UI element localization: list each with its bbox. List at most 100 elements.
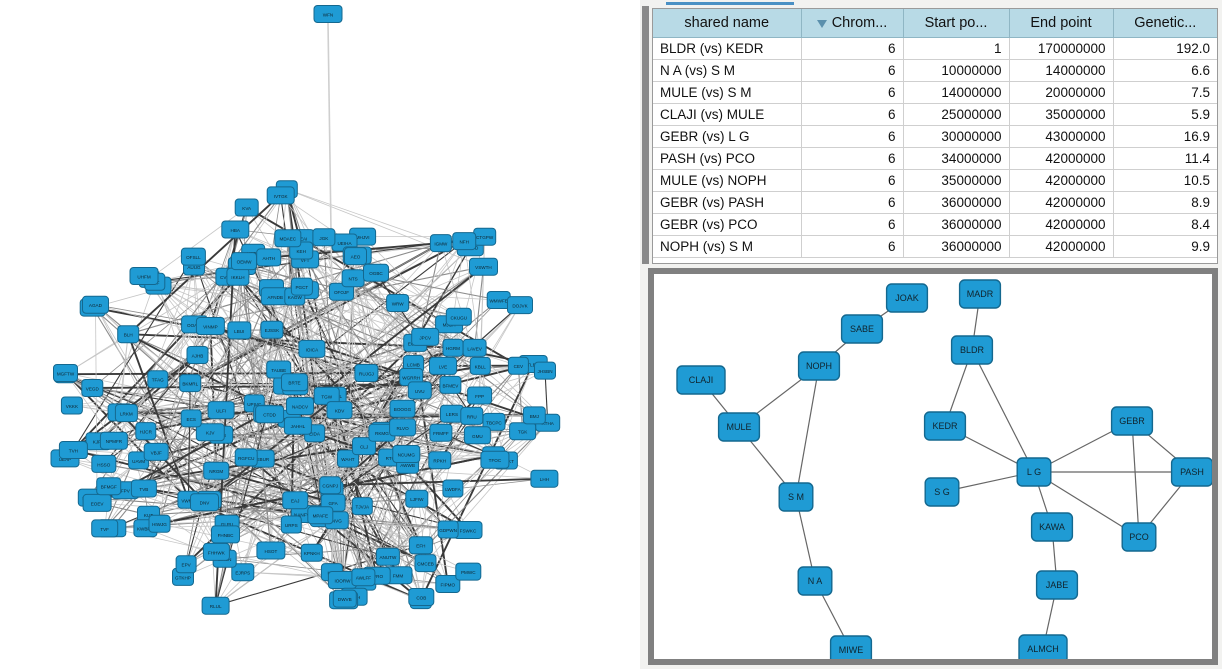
filtered-subnetwork-panel[interactable]: CLAJI MULE NOPH SABE JOAK S M N A MIWE MADR BLDR K… [648,268,1218,665]
overview-node[interactable]: OEMW [231,252,257,271]
overview-node[interactable]: WAHT [337,449,359,468]
overview-node[interactable]: FHHWK [202,542,230,561]
column-header-genetic[interactable]: Genetic... [1113,9,1217,38]
overview-node[interactable]: OFOJF [329,282,354,301]
table-row[interactable]: GEBR (vs) PCO 6 36000000 42000000 8.4 [653,213,1217,236]
overview-node[interactable]: EJRPS [231,563,255,582]
overview-node[interactable]: RLUL [201,596,230,615]
overview-node[interactable]: IGMW [429,234,452,253]
overview-node[interactable]: NRGM [203,461,230,480]
overview-node[interactable]: TGK [509,422,537,441]
table-row[interactable]: BLDR (vs) KEDR 6 1 170000000 192.0 [653,37,1217,60]
overview-node[interactable]: RLVO [389,418,417,437]
overview-node[interactable]: RRU [460,406,484,425]
overview-node[interactable]: MDAEC [274,229,302,248]
overview-node[interactable]: DNV [190,493,219,512]
overview-node[interactable]: TVB [130,479,157,498]
overview-node[interactable]: HGRM [442,338,464,357]
overview-node[interactable]: ECS [180,409,202,428]
subnetwork-node[interactable]: BLDR [950,335,994,365]
subnetwork-node[interactable]: S M [778,482,814,512]
subnetwork-node[interactable]: L G [1016,457,1052,487]
overview-node[interactable]: JHSBN [534,361,556,380]
overview-node[interactable]: LERS [440,404,464,423]
table-row[interactable]: GEBR (vs) L G 6 30000000 43000000 16.9 [653,125,1217,148]
overview-node[interactable]: JGK [312,228,336,247]
overview-node[interactable]: LHH [530,469,559,488]
overview-node[interactable]: NCUMG [392,445,421,463]
overview-node[interactable]: DWVB [332,589,357,608]
subnetwork-node[interactable]: NOPH [797,351,841,381]
overview-node[interactable]: FIPMO [435,575,461,593]
overview-node[interactable]: LBUI [227,321,252,340]
overview-node[interactable]: FPP [467,386,493,405]
overview-node[interactable]: KDV [326,401,353,420]
column-header-shared_name[interactable]: shared name [653,9,802,38]
overview-node[interactable]: GMU [463,426,491,445]
overview-node[interactable]: JAHHL [283,416,312,435]
table-row[interactable]: MULE (vs) NOPH 6 35000000 42000000 10.5 [653,169,1217,192]
overview-node[interactable]: OGBC [363,263,389,282]
overview-node[interactable]: IOICA [298,339,326,358]
overview-node[interactable]: PMWC [455,562,482,581]
overview-node[interactable]: CEV [507,356,529,375]
overview-node[interactable]: EOEV [82,493,112,512]
overview-node[interactable]: VKKK [60,396,83,415]
subnetwork-node[interactable]: KAWA [1030,512,1074,542]
overview-node[interactable]: CTGPW [473,227,497,246]
overview-node[interactable]: WRW [386,294,410,312]
overview-node[interactable]: HJCR [135,422,157,441]
overview-node[interactable]: HBA [221,220,250,239]
overview-node[interactable]: HSOT [256,541,286,560]
subnetwork-node[interactable]: SABE [840,314,884,344]
overview-node[interactable]: UHFM [129,267,159,285]
overview-node[interactable]: IVTGK [266,186,295,205]
overview-node[interactable]: BOOGG [389,399,416,418]
edge-table[interactable]: shared name Chrom... Start po... End point G… [653,9,1217,258]
subnetwork-node[interactable]: N A [797,566,833,596]
table-row[interactable]: N A (vs) S M 6 10000000 14000000 6.6 [653,59,1217,82]
overview-node[interactable]: PGCT [290,277,313,296]
subnetwork-node[interactable]: JOAK [885,283,929,313]
subnetwork-node[interactable]: GEBR [1110,406,1154,436]
overview-node[interactable]: NPMFR [99,431,128,450]
overview-node[interactable]: OFSLL [180,247,206,266]
column-header-chrom[interactable]: Chrom... [801,9,904,38]
overview-node[interactable]: CLJ [352,437,376,456]
overview-node[interactable]: MGFTW [53,364,78,382]
overview-node[interactable]: RPKH [428,451,452,470]
overview-node[interactable]: FRMFF [429,423,453,442]
overview-node[interactable]: BMJ [522,406,546,425]
overview-node[interactable]: VINMP [195,317,225,335]
table-row[interactable]: NOPH (vs) S M 6 36000000 42000000 9.9 [653,235,1217,258]
overview-node[interactable]: GDPWN [437,520,459,539]
overview-node[interactable]: KJV [195,423,225,442]
overview-node[interactable]: KVA [234,198,259,217]
edge-table-scroll[interactable]: shared name Chrom... Start po... End point G… [652,8,1218,264]
overview-node[interactable]: AWLFF [351,568,376,587]
overview-node[interactable]: BFMGF [96,477,122,496]
overview-node[interactable]: CTDD [255,405,285,424]
subnetwork-node[interactable]: MIWE [829,635,873,659]
overview-node[interactable]: NADCV [286,397,314,415]
overview-node[interactable]: BKMRL [179,374,202,393]
overview-node[interactable]: TFAG [147,370,169,389]
overview-node[interactable]: WFN [313,5,343,23]
overview-node[interactable]: LWDFA [442,479,464,498]
overview-node[interactable]: JPCV [411,327,440,346]
subnetwork-node[interactable]: PASH [1170,457,1212,487]
overview-node[interactable]: TJVJA [351,497,373,516]
column-header-start[interactable]: Start po... [903,9,1010,38]
overview-node[interactable]: EJSSK [260,320,284,339]
overview-node[interactable]: ULFI [207,401,235,420]
overview-node[interactable]: IKKLH [226,267,250,286]
overview-node[interactable]: EAJ [282,491,309,510]
overview-node[interactable]: TBCPC [482,412,506,431]
overview-node[interactable]: CMCEB [414,554,437,573]
column-header-end[interactable]: End point [1009,9,1114,38]
overview-node[interactable]: LRKM [114,404,138,422]
overview-node[interactable]: BFMEV [439,375,462,394]
overview-node[interactable]: TVF [91,519,119,538]
overview-node[interactable]: MPAFE [307,506,334,525]
overview-node[interactable]: AJHB [186,346,209,364]
